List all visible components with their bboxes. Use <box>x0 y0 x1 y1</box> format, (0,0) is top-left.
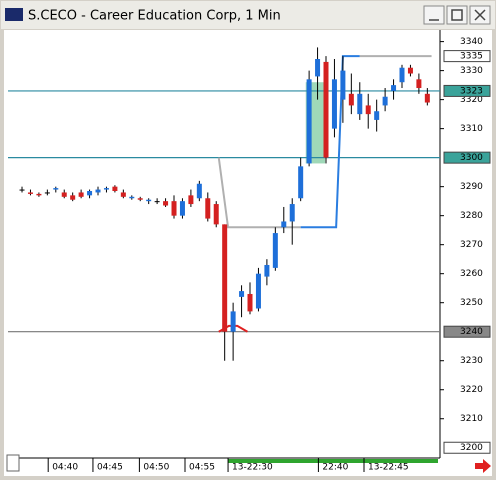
candle-body <box>205 198 211 219</box>
price-tag <box>443 84 491 97</box>
candle-body <box>298 166 304 199</box>
candle-body <box>36 193 42 196</box>
candle-body <box>365 105 371 115</box>
scroll-box[interactable] <box>6 454 20 472</box>
window-title: S.CECO - Career Education Corp, 1 Min <box>28 9 281 24</box>
candle-body <box>315 59 321 77</box>
candle-body <box>61 192 67 197</box>
minimize-button[interactable] <box>423 5 445 25</box>
price-tag-label: 3335 <box>460 52 483 62</box>
candle-body <box>103 188 109 190</box>
candle-body <box>179 201 185 216</box>
y-tick-label: 3280 <box>460 211 483 221</box>
overlay-line <box>217 157 301 229</box>
candle-body <box>407 67 413 74</box>
title-bar <box>1 1 495 29</box>
candle-body <box>340 70 346 100</box>
chart-area <box>4 30 492 476</box>
candle-body <box>19 189 25 191</box>
price-tag-label: 3240 <box>460 327 483 337</box>
scroll-bar[interactable] <box>228 459 438 463</box>
price-tag <box>443 441 491 454</box>
candle-body <box>424 93 430 103</box>
y-tick-label: 3330 <box>460 66 483 76</box>
price-tag-label: 3300 <box>460 153 483 163</box>
price-tag <box>443 325 491 338</box>
y-tick-label: 3310 <box>460 124 483 134</box>
candle-body <box>95 189 101 193</box>
y-tick-label: 3230 <box>460 356 483 366</box>
candle-body <box>171 201 177 216</box>
candle-body <box>331 79 337 129</box>
candle-body <box>129 196 135 199</box>
candle-body <box>120 192 126 197</box>
candle-body <box>239 291 245 297</box>
x-tick-label: 04:40 <box>52 463 78 473</box>
y-tick-label: 3260 <box>460 269 483 279</box>
candle-body <box>247 293 253 312</box>
candle-body <box>306 79 312 164</box>
x-tick-label: 13-22:30 <box>232 463 273 473</box>
candle-body <box>357 93 363 115</box>
overlay-line <box>300 55 360 229</box>
candle-body <box>399 67 405 83</box>
candle-body <box>264 264 270 277</box>
candle-body <box>53 188 59 190</box>
x-tick-label: 13-22:45 <box>368 463 409 473</box>
x-tick-label: 04:45 <box>97 463 123 473</box>
price-tag <box>443 151 491 164</box>
candle-body <box>281 221 287 228</box>
x-tick-label: 22:40 <box>322 463 348 473</box>
candle-body <box>222 224 228 332</box>
window-button-icons <box>429 9 486 21</box>
candle-body <box>272 233 278 268</box>
candle-body <box>382 96 388 106</box>
x-tick-label: 04:50 <box>143 463 169 473</box>
y-tick-label: 3270 <box>460 240 483 250</box>
candle-body <box>323 61 329 158</box>
candle-body <box>146 199 152 202</box>
price-tag-label: 3200 <box>460 443 483 453</box>
y-tick-label: 3250 <box>460 298 483 308</box>
scroll-right-arrow[interactable] <box>475 459 491 473</box>
maximize-button[interactable] <box>446 5 468 25</box>
x-tick-label: 04:55 <box>189 463 215 473</box>
y-tick-label: 3210 <box>460 414 483 424</box>
candle-body <box>112 186 118 192</box>
candle-body <box>44 192 50 194</box>
candle-body <box>163 201 169 206</box>
candle-body <box>78 192 84 197</box>
y-tick-label: 3340 <box>460 37 483 47</box>
candle-body <box>230 311 236 332</box>
candle-body <box>70 195 76 200</box>
candle-body <box>188 195 194 205</box>
candle-body <box>87 191 93 196</box>
y-tick-label: 3320 <box>460 95 483 105</box>
candle-body <box>374 111 380 120</box>
candle-body <box>348 93 354 106</box>
candle-body <box>154 201 160 203</box>
candle-body <box>137 198 143 200</box>
y-tick-label: 3220 <box>460 385 483 395</box>
y-tick-label: 3290 <box>460 182 483 192</box>
candle-body <box>255 273 261 309</box>
candle-body <box>416 79 422 89</box>
price-tag-label: 3323 <box>460 86 483 96</box>
candle-body <box>213 204 219 225</box>
candle-body <box>27 192 33 194</box>
candle-body <box>391 85 397 91</box>
candle-body <box>196 183 202 199</box>
price-tag <box>443 50 491 63</box>
candle-body <box>289 204 295 222</box>
app-icon <box>5 8 23 21</box>
